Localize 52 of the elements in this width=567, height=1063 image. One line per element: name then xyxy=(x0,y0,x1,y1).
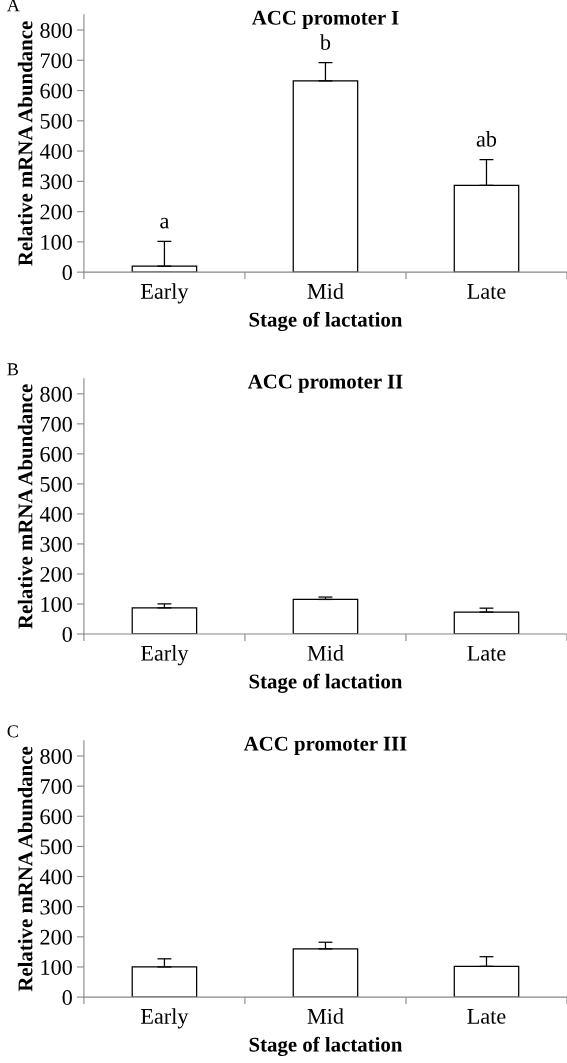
x-tick-label: Late xyxy=(467,645,506,661)
chart-title: ACC promoter III xyxy=(243,736,407,755)
x-tick-label: Mid xyxy=(307,1008,344,1024)
x-axis-title: Stage of lactation xyxy=(249,673,403,693)
chart-title: ACC promoter I xyxy=(251,10,399,29)
y-tick-label: 700 xyxy=(40,53,72,69)
y-tick-label: 200 xyxy=(40,204,72,220)
text: C xyxy=(7,725,18,738)
y-tick-label: 100 xyxy=(41,234,72,250)
y-tick-label: 400 xyxy=(39,869,72,885)
y-tick-label: 700 xyxy=(40,779,72,795)
x-tick-label: Early xyxy=(141,645,189,666)
x-tick-label: Late xyxy=(467,284,506,299)
x-axis-title: Stage of lactation xyxy=(249,311,403,332)
x-tick-label: Early xyxy=(141,283,189,304)
y-tick-label: 500 xyxy=(40,476,72,492)
annotation: b xyxy=(319,34,331,50)
y-tick-label: 700 xyxy=(40,416,72,432)
y-tick-label: 600 xyxy=(40,83,72,99)
x-tick-label: Late xyxy=(467,1009,506,1024)
y-axis-title: Relative mRNA Abundance xyxy=(17,384,33,629)
y-tick-label: 800 xyxy=(40,748,72,764)
y-tick-label: 0 xyxy=(62,626,72,642)
y-tick-label: 300 xyxy=(40,174,72,190)
y-tick-label: 300 xyxy=(40,536,72,552)
x-tick-label: Mid xyxy=(307,645,344,661)
y-tick-label: 0 xyxy=(62,265,72,281)
y-tick-label: 800 xyxy=(40,386,72,402)
y-tick-label: 400 xyxy=(39,506,72,522)
annotation: ab xyxy=(476,131,497,147)
y-tick-label: 100 xyxy=(41,959,72,975)
x-axis-title: Stage of lactation xyxy=(249,1036,403,1057)
y-tick-label: 500 xyxy=(40,839,72,855)
y-tick-label: 500 xyxy=(40,113,72,129)
y-tick-label: 300 xyxy=(40,899,72,915)
text: A xyxy=(6,0,20,12)
x-tick-label: Mid xyxy=(307,283,344,299)
annotation: a xyxy=(160,217,170,229)
text: B xyxy=(7,363,18,376)
y-tick-label: 100 xyxy=(41,596,72,612)
y-tick-label: 400 xyxy=(39,144,72,159)
x-tick-label: Early xyxy=(141,1008,189,1029)
y-tick-label: 600 xyxy=(40,809,72,825)
y-tick-label: 800 xyxy=(40,22,72,38)
bar xyxy=(131,966,198,998)
y-tick-label: 600 xyxy=(40,446,72,462)
y-axis-title: Relative mRNA Abundance xyxy=(17,746,33,992)
chart-title: ACC promoter II xyxy=(247,374,403,393)
y-tick-label: 200 xyxy=(40,566,72,582)
y-tick-label: 0 xyxy=(62,990,72,1006)
y-axis-title: Relative mRNA Abundance xyxy=(17,21,33,266)
y-tick-label: 200 xyxy=(40,929,72,945)
